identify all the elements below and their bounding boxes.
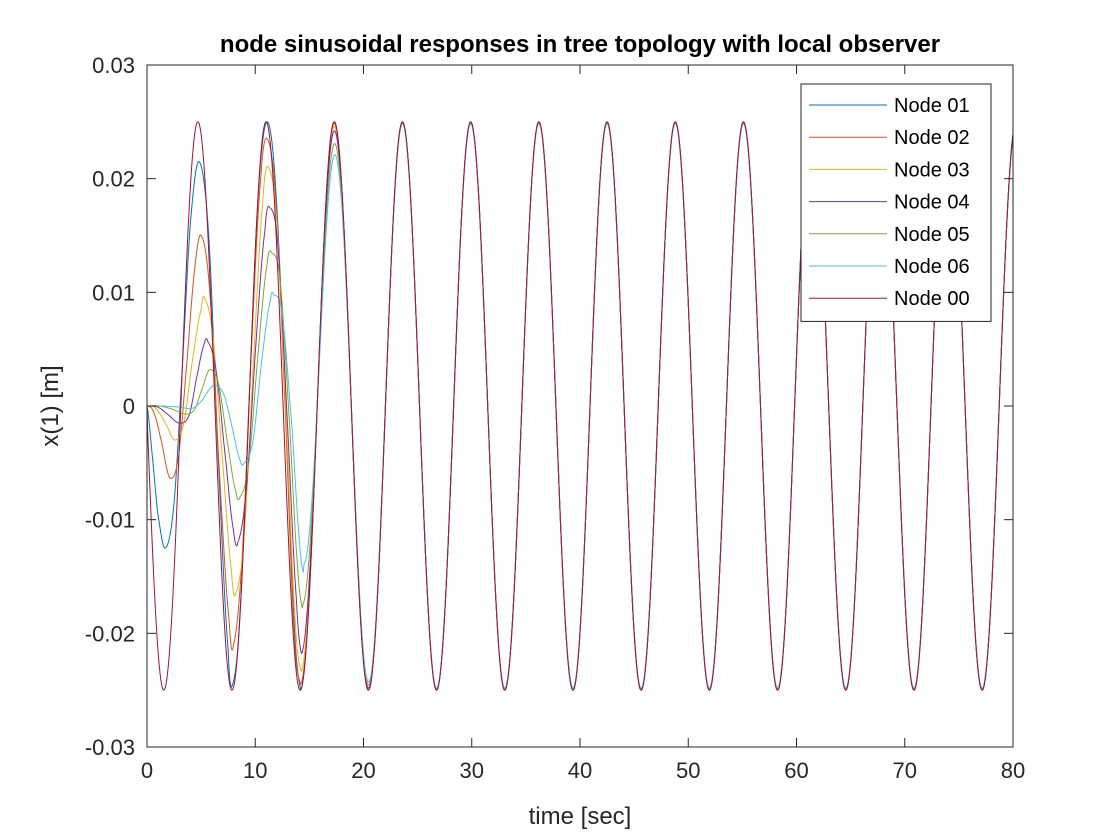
legend-label: Node 00	[894, 288, 970, 310]
x-tick-label: 80	[1001, 758, 1025, 783]
x-axis-label: time [sec]	[529, 803, 632, 830]
y-tick-label: 0	[123, 394, 135, 419]
x-tick-label: 50	[676, 758, 700, 783]
x-tick-label: 0	[141, 758, 153, 783]
y-axis-label: x(1) [m]	[37, 365, 64, 446]
x-tick-label: 20	[351, 758, 375, 783]
legend: Node 01 Node 02 Node 03 Node 04 Node 05 Node …	[800, 83, 992, 322]
x-tick-label: 30	[460, 758, 484, 783]
y-tick-label: 0.01	[92, 280, 135, 305]
legend-label: Node 03	[894, 159, 970, 181]
y-tick-label: -0.01	[85, 508, 135, 533]
tick-layer: 0 10 20 30 40 50 60 70 80 -0.03 -0.02 -0.01 0 0.01 0.0…	[85, 53, 1025, 783]
x-tick-label: 10	[243, 758, 267, 783]
y-tick-label: 0.02	[92, 167, 135, 192]
x-tick-label: 70	[893, 758, 917, 783]
legend-label: Node 02	[894, 127, 970, 149]
legend-label: Node 06	[894, 256, 970, 278]
y-tick-label: -0.03	[85, 735, 135, 760]
y-tick-label: 0.03	[92, 53, 135, 78]
chart-title: node sinusoidal responses in tree topolo…	[220, 31, 940, 58]
legend-label: Node 04	[894, 192, 970, 214]
y-tick-label: -0.02	[85, 621, 135, 646]
legend-label: Node 01	[894, 95, 970, 117]
x-tick-label: 60	[784, 758, 808, 783]
x-tick-label: 40	[568, 758, 592, 783]
legend-label: Node 05	[894, 224, 970, 246]
legend-box	[800, 83, 992, 322]
